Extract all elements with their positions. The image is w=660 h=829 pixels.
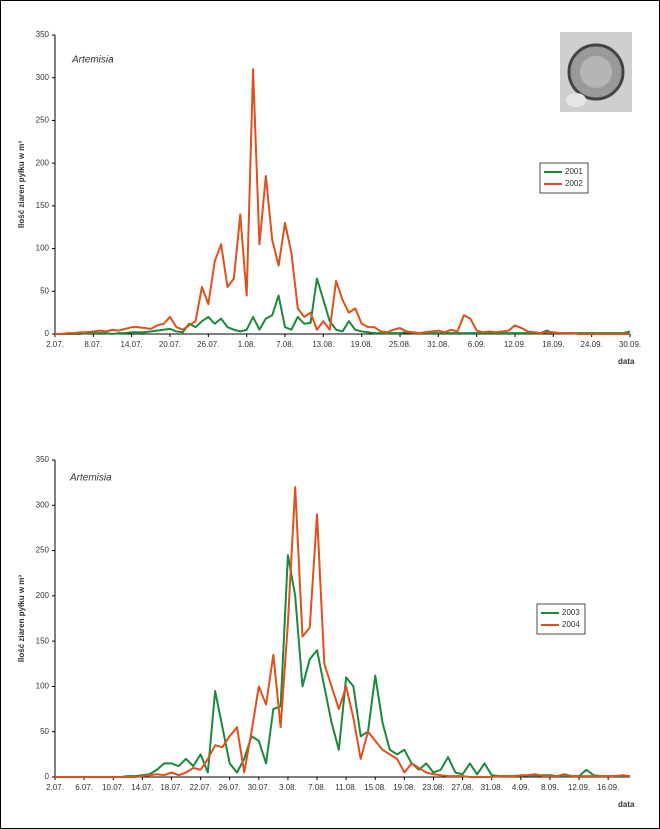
legend-box xyxy=(536,603,586,635)
y-tick-label: 300 xyxy=(36,73,50,82)
x-tick-label: 30.09. xyxy=(619,340,641,349)
y-tick-label: 100 xyxy=(36,682,50,691)
x-tick-label: 20.07. xyxy=(159,340,181,349)
y-tick-label: 200 xyxy=(36,591,50,600)
y-tick-label: 150 xyxy=(36,636,50,645)
x-tick-label: 25.08. xyxy=(389,340,411,349)
x-tick-label: 23.08. xyxy=(422,783,444,792)
x-tick-label: 22.07. xyxy=(189,783,211,792)
pollen-core xyxy=(580,56,612,88)
x-tick-label: 13.08. xyxy=(312,340,334,349)
legend-label: 2002 xyxy=(565,179,583,188)
x-tick-label: 4.09. xyxy=(512,783,530,792)
x-tick-label: 19.08. xyxy=(393,783,415,792)
y-tick-label: 250 xyxy=(36,116,50,125)
x-tick-label: 14.07. xyxy=(131,783,153,792)
y-tick-label: 50 xyxy=(40,286,49,295)
y-axis-label: Ilość ziaren pyłku w m³ xyxy=(17,575,26,662)
x-tick-label: 26.07. xyxy=(219,783,241,792)
x-tick-label: 2.07. xyxy=(46,783,64,792)
y-tick-label: 0 xyxy=(45,329,50,338)
x-tick-label: 11.08. xyxy=(335,783,357,792)
x-tick-label: 3.08. xyxy=(279,783,297,792)
x-tick-label: 30.07. xyxy=(248,783,270,792)
pollen-photo xyxy=(560,32,632,112)
chart: 0 50 100 150 200 250 300 350 2.07. 8.07. 14.07. 20.… xyxy=(17,30,641,366)
x-axis-label: data xyxy=(618,357,635,366)
y-tick-label: 350 xyxy=(36,455,50,464)
x-tick-label: 6.09. xyxy=(468,340,486,349)
series-line xyxy=(55,486,631,778)
legend-label: 2004 xyxy=(562,620,580,629)
x-tick-label: 26.07. xyxy=(197,340,219,349)
x-tick-label: 31.08. xyxy=(481,783,503,792)
x-tick-label: 27.08. xyxy=(451,783,473,792)
chart-title: Artemisia xyxy=(71,55,114,66)
y-axis-label: Ilość ziaren pyłku w m³ xyxy=(17,141,26,228)
x-tick-label: 31.08. xyxy=(427,340,449,349)
x-tick-label: 18.09. xyxy=(542,340,564,349)
x-tick-label: 12.09. xyxy=(568,783,590,792)
x-tick-label: 19.08. xyxy=(351,340,373,349)
x-tick-label: 1.08. xyxy=(238,340,256,349)
x-tick-label: 12.09. xyxy=(504,340,526,349)
series-line xyxy=(55,68,630,335)
y-tick-label: 100 xyxy=(36,244,50,253)
x-tick-label: 8.09. xyxy=(541,783,559,792)
x-tick-label: 15.08. xyxy=(364,783,386,792)
x-tick-label: 18.07. xyxy=(160,783,182,792)
y-tick-label: 350 xyxy=(36,30,50,39)
y-tick-label: 300 xyxy=(36,500,50,509)
x-tick-label: 7.08. xyxy=(276,340,294,349)
y-tick-label: 0 xyxy=(45,772,50,781)
legend-box xyxy=(539,162,589,194)
legend-label: 2001 xyxy=(565,167,583,176)
y-tick-label: 200 xyxy=(36,158,50,167)
y-tick-label: 50 xyxy=(40,727,49,736)
x-tick-label: 2.07. xyxy=(46,340,64,349)
legend-label: 2003 xyxy=(562,608,580,617)
chart: 0 50 100 150 200 250 300 350 2.07. 6.07. 10.07. 14.… xyxy=(17,455,635,809)
y-tick-label: 250 xyxy=(36,546,50,555)
chart-title: Artemisia xyxy=(69,473,112,484)
x-axis-label: data xyxy=(618,800,635,809)
y-tick-label: 150 xyxy=(36,201,50,210)
pollen-highlight xyxy=(566,93,586,107)
x-tick-label: 8.07. xyxy=(84,340,102,349)
x-tick-label: 6.07. xyxy=(75,783,93,792)
x-tick-label: 14.07. xyxy=(121,340,143,349)
x-tick-label: 7.08. xyxy=(308,783,326,792)
x-tick-label: 24.09. xyxy=(581,340,603,349)
x-tick-label: 10.07. xyxy=(102,783,124,792)
x-tick-label: 16.09. xyxy=(597,783,619,792)
